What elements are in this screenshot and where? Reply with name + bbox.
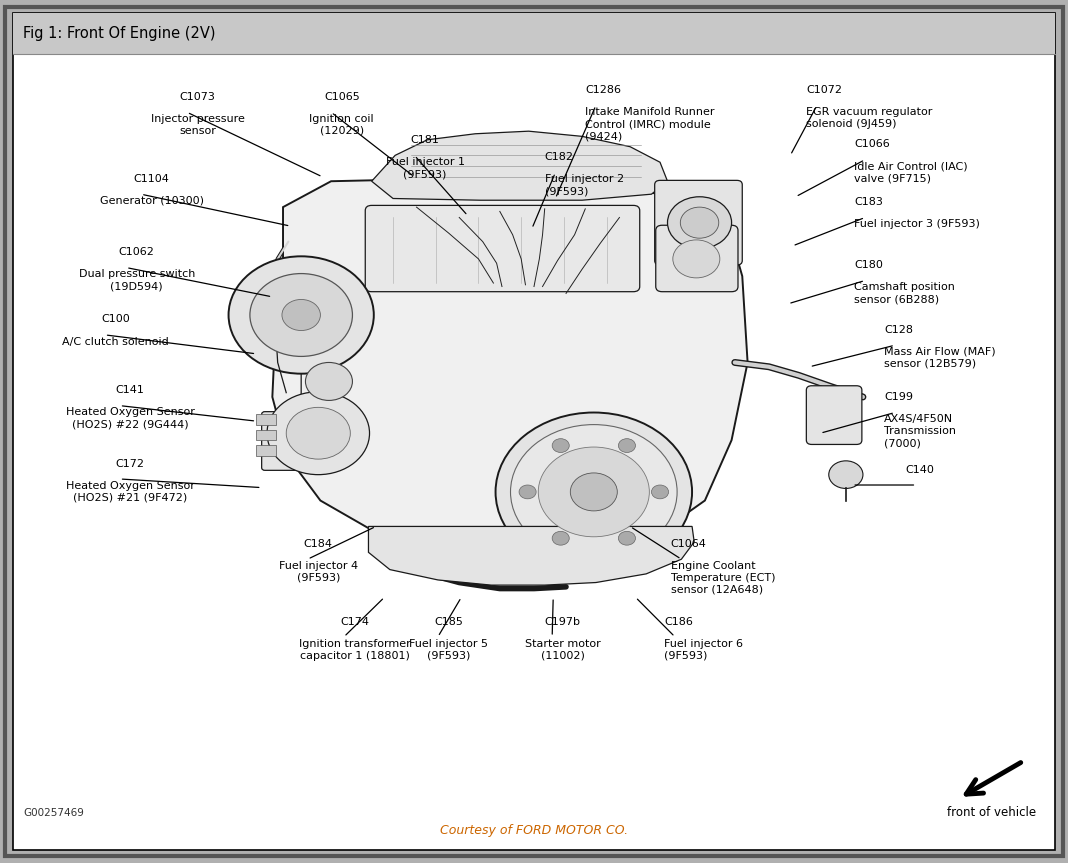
Text: C1064: C1064 (671, 539, 707, 549)
Circle shape (496, 413, 692, 571)
Polygon shape (272, 177, 748, 548)
Text: C1073: C1073 (179, 91, 216, 102)
Text: G00257469: G00257469 (23, 808, 84, 818)
Text: C183: C183 (854, 197, 883, 207)
Text: C1062: C1062 (119, 247, 155, 257)
Text: C181: C181 (410, 135, 440, 145)
Text: A/C clutch solenoid: A/C clutch solenoid (62, 337, 169, 347)
Circle shape (680, 207, 719, 238)
Text: Fuel injector 3 (9F593): Fuel injector 3 (9F593) (854, 219, 980, 230)
Circle shape (267, 392, 370, 475)
Text: Fig 1: Front Of Engine (2V): Fig 1: Front Of Engine (2V) (23, 26, 216, 41)
Text: Courtesy of FORD MOTOR CO.: Courtesy of FORD MOTOR CO. (440, 823, 628, 837)
Circle shape (673, 240, 720, 278)
Text: front of vehicle: front of vehicle (946, 806, 1036, 820)
Text: Dual pressure switch
(19D594): Dual pressure switch (19D594) (79, 269, 194, 291)
Text: Fuel injector 6
(9F593): Fuel injector 6 (9F593) (664, 639, 743, 660)
Text: C1072: C1072 (806, 85, 843, 95)
Text: C185: C185 (434, 616, 464, 627)
Circle shape (229, 256, 374, 374)
Text: C128: C128 (884, 324, 913, 335)
Text: C199: C199 (884, 392, 913, 402)
Text: Heated Oxygen Sensor
(HO2S) #21 (9F472): Heated Oxygen Sensor (HO2S) #21 (9F472) (66, 481, 194, 502)
Circle shape (552, 438, 569, 452)
Text: Starter motor
(11002): Starter motor (11002) (525, 639, 600, 660)
Text: C1286: C1286 (585, 85, 622, 95)
Text: C100: C100 (101, 314, 129, 324)
Circle shape (618, 532, 635, 545)
Text: C172: C172 (115, 458, 145, 469)
Text: C140: C140 (906, 464, 934, 475)
Text: C184: C184 (303, 539, 333, 549)
Circle shape (570, 473, 617, 511)
Text: Fuel injector 1
(9F593): Fuel injector 1 (9F593) (386, 157, 465, 179)
FancyBboxPatch shape (806, 386, 862, 444)
FancyBboxPatch shape (13, 13, 1055, 850)
FancyBboxPatch shape (256, 414, 276, 425)
FancyBboxPatch shape (5, 7, 1063, 856)
Text: Injector pressure
sensor: Injector pressure sensor (151, 114, 245, 135)
Text: Heated Oxygen Sensor
(HO2S) #22 (9G444): Heated Oxygen Sensor (HO2S) #22 (9G444) (66, 407, 194, 429)
Text: Engine Coolant
Temperature (ECT)
sensor (12A648): Engine Coolant Temperature (ECT) sensor … (671, 561, 775, 595)
Text: C141: C141 (115, 385, 145, 395)
Circle shape (668, 197, 732, 249)
Text: C1066: C1066 (854, 139, 890, 149)
Circle shape (511, 425, 677, 559)
Text: C180: C180 (854, 260, 883, 270)
Text: Fuel injector 4
(9F593): Fuel injector 4 (9F593) (279, 561, 358, 583)
Circle shape (651, 485, 669, 499)
FancyBboxPatch shape (256, 430, 276, 440)
Text: EGR vacuum regulator
solenoid (9J459): EGR vacuum regulator solenoid (9J459) (806, 107, 932, 129)
FancyBboxPatch shape (656, 225, 738, 292)
Text: C1065: C1065 (324, 91, 360, 102)
Circle shape (286, 407, 350, 459)
Text: C197b: C197b (545, 616, 581, 627)
Polygon shape (372, 131, 668, 200)
Text: C174: C174 (340, 616, 370, 627)
Text: Idle Air Control (IAC)
valve (9F715): Idle Air Control (IAC) valve (9F715) (854, 161, 968, 183)
Circle shape (552, 532, 569, 545)
FancyBboxPatch shape (365, 205, 640, 292)
FancyBboxPatch shape (256, 445, 276, 456)
Text: Generator (10300): Generator (10300) (99, 196, 204, 206)
Text: Ignition transformer
capacitor 1 (18801): Ignition transformer capacitor 1 (18801) (299, 639, 410, 660)
Text: Intake Manifold Runner
Control (IMRC) module
(9424): Intake Manifold Runner Control (IMRC) mo… (585, 107, 714, 141)
Text: Mass Air Flow (MAF)
sensor (12B579): Mass Air Flow (MAF) sensor (12B579) (884, 347, 996, 369)
Circle shape (829, 461, 863, 488)
Text: AX4S/4F50N
Transmission
(7000): AX4S/4F50N Transmission (7000) (884, 414, 956, 448)
Polygon shape (368, 526, 694, 585)
Text: C186: C186 (664, 616, 693, 627)
Circle shape (305, 362, 352, 400)
Circle shape (250, 274, 352, 356)
Circle shape (618, 438, 635, 452)
Circle shape (282, 299, 320, 331)
FancyBboxPatch shape (262, 412, 324, 470)
Circle shape (538, 447, 649, 537)
Text: C182: C182 (545, 152, 574, 162)
Text: Fuel injector 5
(9F593): Fuel injector 5 (9F593) (409, 639, 488, 660)
FancyBboxPatch shape (13, 13, 1055, 54)
Text: Camshaft position
sensor (6B288): Camshaft position sensor (6B288) (854, 282, 955, 304)
Text: Ignition coil
(12029): Ignition coil (12029) (310, 114, 374, 135)
Circle shape (519, 485, 536, 499)
FancyBboxPatch shape (655, 180, 742, 265)
Text: Fuel injector 2
(9F593): Fuel injector 2 (9F593) (545, 174, 624, 196)
Text: C1104: C1104 (134, 173, 170, 184)
